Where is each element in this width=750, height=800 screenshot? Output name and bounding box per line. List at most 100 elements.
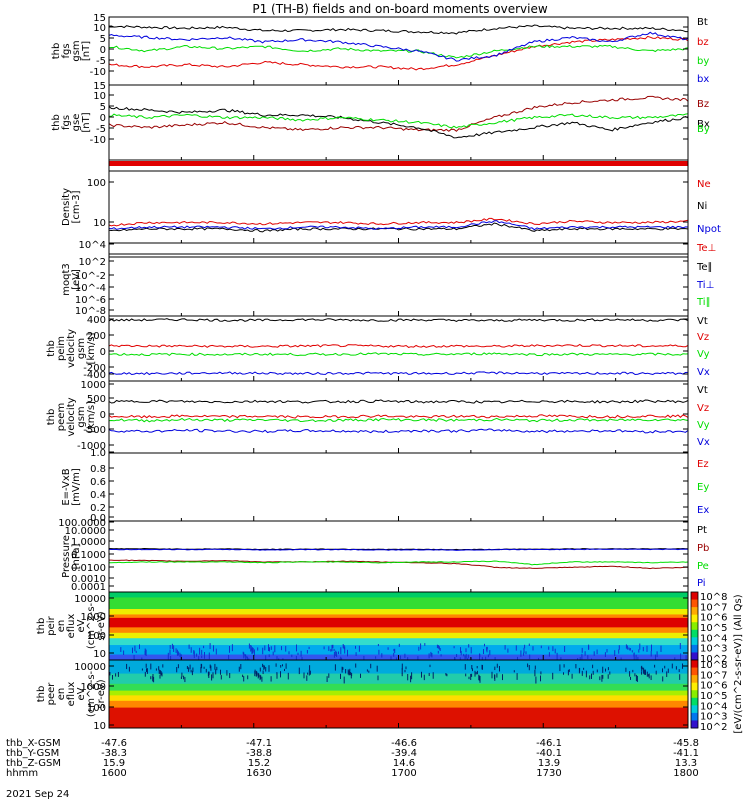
heatmap-speck [338,651,339,655]
y-tick-label: 10 [93,721,106,732]
colorbar-tick-label: 10^8 [700,660,727,671]
heatmap-speck [243,676,245,682]
heatmap-speck [423,674,425,681]
legend-entry: bx [697,74,709,85]
y-axis-label-line: gse [71,114,82,132]
heatmap-speck [152,674,154,679]
heatmap-speck [395,657,397,661]
y-tick-label: -200 [83,363,106,374]
heatmap-speck [243,652,245,659]
heatmap-speck [262,663,264,668]
heatmap-speck [287,672,289,680]
heatmap-speck [554,648,556,654]
heatmap-speck [186,666,188,670]
ephemeris-row-label: thb_Z-GSM [6,758,61,769]
heatmap-speck [599,676,601,681]
heatmap-speck [252,647,254,654]
heatmap-band [109,627,688,634]
series-line-bx [108,106,689,139]
y-tick-label: -1000 [77,441,106,452]
colorbar-tick-label: 10^2 [700,722,727,733]
heatmap-speck [446,673,448,677]
legend-entry: Vx [697,367,710,378]
y-axis-label-line: eflux [66,682,77,707]
y-tick-label: 0.4 [90,490,106,501]
heatmap-speck [192,667,194,672]
heatmap-speck [188,667,190,672]
heatmap-speck [340,673,341,679]
y-axis-label-line: peir [46,615,57,635]
legend-entry: Vz [697,403,709,414]
heatmap-speck [220,675,222,680]
y-tick-label: 100.0000 [58,518,106,529]
heatmap-speck [347,649,348,657]
heatmap-speck [144,671,146,677]
heatmap-speck [634,673,636,677]
y-tick-label: 10 [93,649,106,660]
heatmap-speck [489,650,491,656]
panel-peir_eflux: 10^810^710^610^510^410^310^2 10000 1000 100… [36,591,727,666]
heatmap-band [109,592,688,598]
heatmap-speck [250,645,252,651]
legend-entry: Bt [697,17,708,28]
y-tick-label: 5 [100,34,106,45]
heatmap-speck [265,667,267,672]
heatmap-speck [467,654,469,659]
heatmap-speck [158,669,160,674]
heatmap-speck [303,672,305,679]
colorbar-segment [691,720,698,729]
heatmap-speck [393,648,395,652]
legend-entry: Vy [697,420,710,431]
ephemeris-value: 1700 [391,768,416,779]
heatmap-speck [335,650,337,656]
heatmap-speck [513,670,515,673]
heatmap-speck [342,644,344,649]
colorbar-segment [691,667,698,676]
heatmap-speck [201,649,203,655]
series-line-vx [108,428,689,434]
heatmap-speck [656,651,658,658]
heatmap-band [109,690,688,696]
heatmap-speck [494,674,496,681]
y-tick-label: -500 [83,425,106,436]
y-tick-label: 1000 [81,612,106,623]
heatmap-speck [401,663,403,670]
heatmap-speck [199,647,201,655]
heatmap-speck [210,665,212,671]
heatmap-speck [470,673,472,680]
heatmap-speck [340,647,342,655]
heatmap-speck [139,644,140,649]
heatmap-speck [540,671,542,675]
y-tick-label: 200 [87,331,106,342]
y-axis-label-line: thb [36,686,47,703]
heatmap-speck [630,676,631,680]
heatmap-speck [212,672,214,679]
heatmap-speck [132,647,133,654]
heatmap-speck [261,676,263,682]
heatmap-speck [331,644,333,652]
y-axis-label-line: [km/s] [86,401,97,433]
legend-entry: Bz [697,99,709,110]
y-axis-label: thb fgs gsm [nT] [51,40,92,61]
heatmap-speck [112,675,113,680]
heatmap-speck [387,647,389,650]
heatmap-speck [158,666,160,671]
heatmap-speck [176,667,178,673]
heatmap-speck [285,645,287,652]
heatmap-speck [117,672,119,677]
y-axis-label-line: [km/s] [86,332,97,364]
panel-density: 100 10 Density [cm-3] Ne Ni Npot [61,170,721,244]
heatmap-speck [260,675,262,679]
heatmap-speck [593,651,595,656]
heatmap-speck [456,654,458,658]
legend-entry: by [697,56,709,67]
y-tick-label: 100 [87,631,106,642]
heatmap-speck [636,675,638,682]
heatmap-speck [499,666,500,672]
y-axis-label-line: thb [46,340,57,357]
y-axis-label-line: [nT] [81,112,92,132]
heatmap-speck [328,646,330,651]
heatmap-speck [282,664,283,667]
heatmap-speck [464,664,466,670]
y-tick-label: 10^-2 [75,271,106,282]
